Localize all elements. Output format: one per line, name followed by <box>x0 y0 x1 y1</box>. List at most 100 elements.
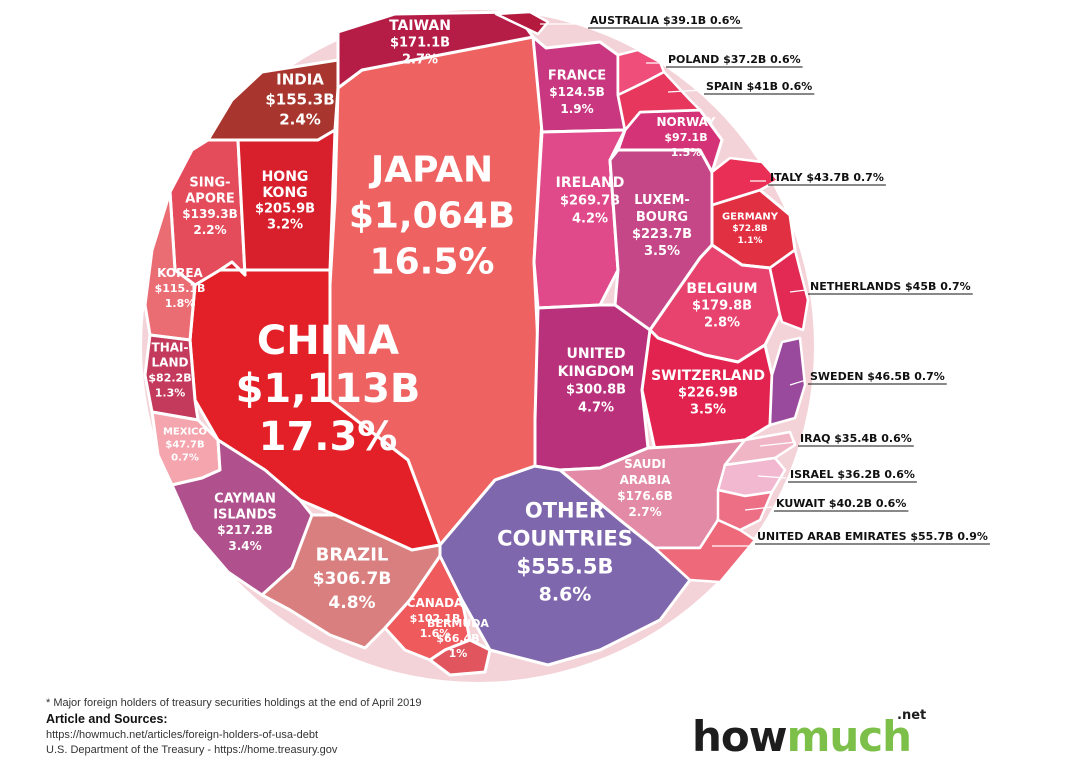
cell-saudi-arabia-name-1: ARABIA <box>620 473 671 487</box>
source-link-article[interactable]: https://howmuch.net/articles/foreign-hol… <box>46 728 319 741</box>
cell-hong-kong-name-1: KONG <box>262 185 307 201</box>
cell-india-name: INDIA <box>276 70 324 88</box>
cell-japan-value: $1,064B <box>349 196 515 237</box>
cell-united-kingdom-share: 4.7% <box>578 401 614 416</box>
cell-china-share: 17.3% <box>259 414 398 460</box>
logo-much: much <box>786 712 912 761</box>
cell-canada-name: CANADA <box>407 596 464 610</box>
cell-belgium-share: 2.8% <box>704 316 740 331</box>
cell-hong-kong-name-0: HONG <box>262 169 309 185</box>
ext-label-iraq: IRAQ $35.4B 0.6% <box>800 432 912 445</box>
cell-switzerland-name: SWITZERLAND <box>651 368 765 384</box>
cell-luxembourg-name-0: LUXEM- <box>634 193 690 208</box>
cell-china-name: CHINA <box>257 318 399 364</box>
cell-switzerland-value: $226.9B <box>678 386 738 401</box>
cell-france-name: FRANCE <box>548 69 606 84</box>
cell-luxembourg-value: $223.7B <box>632 227 692 242</box>
cell-united-kingdom <box>533 303 660 472</box>
footnote: * Major foreign holders of treasury secu… <box>46 696 421 757</box>
cell-saudi-arabia-name-0: SAUDI <box>624 457 666 471</box>
cell-korea-share: 1.8% <box>165 297 196 310</box>
cell-france-share: 1.9% <box>560 102 593 116</box>
cell-korea-name: KOREA <box>157 266 203 280</box>
cell-saudi-arabia-share: 2.7% <box>628 505 661 519</box>
cell-spain <box>616 70 702 132</box>
cell-taiwan-value: $171.1B <box>390 36 450 51</box>
cell-cayman-islands-name-1: ISLANDS <box>213 508 277 523</box>
cell-luxembourg-name-1: BOURG <box>636 210 688 225</box>
cell-china-value: $1,113B <box>236 366 421 412</box>
cell-germany-value: $72.8B <box>732 224 767 234</box>
footnote-note: * Major foreign holders of treasury secu… <box>46 697 422 709</box>
ext-leader-kuwait <box>744 506 773 511</box>
cell-belgium-name: BELGIUM <box>686 281 757 297</box>
cell-singapore-name-1: APORE <box>185 192 235 207</box>
cell-thailand-share: 1.3% <box>155 386 186 399</box>
cell-united-kingdom-name-0: UNITED <box>566 346 625 362</box>
external-labels: AUSTRALIA $39.1B 0.6% POLAND $37.2B 0.6% S… <box>540 14 990 547</box>
ext-leader-netherlands <box>789 289 807 293</box>
cell-japan-name: JAPAN <box>368 150 493 191</box>
cell-netherlands <box>768 248 810 332</box>
cell-cayman-islands <box>170 438 314 597</box>
ext-label-australia: AUSTRALIA $39.1B 0.6% <box>590 14 740 27</box>
cell-mexico-share: 0.7% <box>171 453 199 464</box>
cell-japan-share: 16.5% <box>370 242 495 283</box>
cell-ireland-name: IRELAND <box>556 175 625 191</box>
cell-norway-share: 1.5% <box>671 146 702 159</box>
ext-label-united-arab-emirates: UNITED ARAB EMIRATES $55.7B 0.9% <box>757 530 988 543</box>
cell-taiwan-name: TAIWAN <box>389 18 451 34</box>
cell-bermuda-value: $66.4B <box>436 632 479 645</box>
cell-cayman-islands-name-0: CAYMAN <box>214 492 276 507</box>
cell-saudi-arabia-value: $176.6B <box>617 489 672 503</box>
cell-thailand-value: $82.2B <box>148 371 191 384</box>
ext-leader-israel <box>757 475 787 479</box>
chart-cells <box>142 10 814 682</box>
cell-india-share: 2.4% <box>279 110 321 128</box>
cell-mexico-value: $47.7B <box>165 440 204 451</box>
cell-singapore-name-0: SING- <box>189 176 230 191</box>
ext-label-sweden: SWEDEN $46.5B 0.7% <box>810 370 945 383</box>
cell-italy <box>710 156 780 207</box>
sources-heading: Article and Sources: <box>46 711 168 726</box>
cell-belgium-value: $179.8B <box>692 299 752 314</box>
cell-france-value: $124.5B <box>549 85 604 99</box>
cell-cayman-islands-share: 3.4% <box>228 539 261 553</box>
cell-taiwan-share: 2.7% <box>402 53 438 68</box>
cell-germany-name: GERMANY <box>722 212 779 223</box>
ext-label-kuwait: KUWAIT $40.2B 0.6% <box>776 497 906 510</box>
cell-hong-kong-value: $205.9B <box>255 202 315 217</box>
ext-label-spain: SPAIN $41B 0.6% <box>706 80 812 93</box>
logo-how: how <box>692 712 788 761</box>
cell-united-kingdom-name-1: KINGDOM <box>558 364 635 380</box>
cell-korea-value: $115.1B <box>155 282 206 295</box>
cell-brazil-name: BRAZIL <box>316 544 389 565</box>
cell-canada-share: 1.6% <box>420 627 451 640</box>
cell-switzerland-share: 3.5% <box>690 403 726 418</box>
ext-label-italy: ITALY $43.7B 0.7% <box>770 171 884 184</box>
cell-hong-kong <box>218 128 337 277</box>
cell-singapore-share: 2.2% <box>193 223 226 237</box>
cell-thailand-name-0: THAI- <box>152 341 189 355</box>
cell-united-arab-emirates <box>653 518 757 584</box>
cell-singapore-value: $139.3B <box>182 207 237 221</box>
cell-brazil-value: $306.7B <box>313 569 392 589</box>
cell-other-countries-value: $555.5B <box>516 554 613 578</box>
source-link-treasury[interactable]: U.S. Department of the Treasury - https:… <box>46 743 338 756</box>
cell-mexico-name: MEXICO <box>163 427 207 438</box>
ext-label-netherlands: NETHERLANDS $45B 0.7% <box>810 280 971 293</box>
cell-united-kingdom-value: $300.8B <box>566 383 626 398</box>
cell-australia <box>494 10 550 36</box>
cell-cayman-islands-value: $217.2B <box>217 523 272 537</box>
howmuch-logo: howmuch .net <box>692 708 926 761</box>
ext-label-israel: ISRAEL $36.2B 0.6% <box>790 468 915 481</box>
cell-brazil-share: 4.8% <box>328 593 375 613</box>
cell-thailand-name-1: LAND <box>152 356 189 370</box>
cell-norway-name: NORWAY <box>656 115 715 129</box>
ext-leader-spain <box>667 89 704 93</box>
cell-germany-share: 1.1% <box>738 236 763 246</box>
cell-hong-kong-share: 3.2% <box>267 218 303 233</box>
cell-india-value: $155.3B <box>265 90 334 108</box>
ext-label-poland: POLAND $37.2B 0.6% <box>668 53 801 66</box>
